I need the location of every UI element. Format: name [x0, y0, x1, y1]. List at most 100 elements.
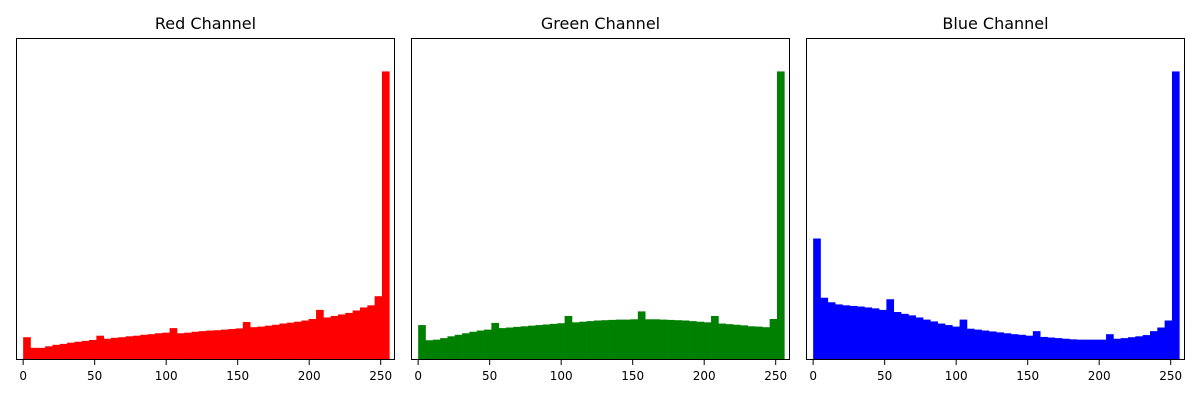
histogram-bar	[352, 310, 361, 360]
histogram-bar	[1098, 339, 1107, 360]
histogram-bar	[1032, 331, 1041, 360]
histogram-bar	[96, 335, 105, 360]
histogram-bar	[608, 319, 617, 360]
histogram-bar	[996, 332, 1004, 360]
histogram-bar	[886, 299, 895, 360]
histogram-bar	[733, 324, 741, 360]
histogram-panel-2: Blue Channel 0 50 100 150 200 250	[806, 14, 1185, 383]
histogram-bar	[1003, 333, 1012, 360]
histogram-bar	[652, 319, 661, 360]
histogram-bar	[30, 347, 39, 360]
histogram-bar	[1113, 338, 1122, 360]
x-tick-label: 200	[693, 369, 716, 383]
x-tick-label: 100	[155, 369, 178, 383]
histogram-bar	[206, 330, 214, 360]
histogram-bar	[140, 334, 148, 360]
histogram-bar	[228, 329, 236, 360]
histogram-bar	[89, 339, 97, 360]
histogram-bar	[308, 318, 317, 360]
x-tick-label: 150	[621, 369, 644, 383]
histogram-bar	[601, 320, 609, 360]
histogram-bar	[1069, 339, 1078, 360]
histogram-bar	[879, 309, 887, 360]
histogram-bar	[491, 322, 500, 360]
histogram-bar	[476, 330, 485, 360]
histogram-bar	[469, 331, 478, 360]
x-tick-label: 250	[764, 369, 787, 383]
histogram-bar	[908, 315, 917, 360]
histogram-bar	[630, 319, 639, 360]
histogram-bar	[944, 325, 953, 360]
histogram-bar	[1076, 339, 1085, 360]
histogram-bar	[272, 324, 280, 360]
histogram-bar	[147, 334, 156, 360]
chart-title: Green Channel	[541, 14, 660, 33]
histogram-bar	[527, 325, 536, 360]
histogram-bar	[681, 320, 690, 360]
histogram-bar	[132, 335, 141, 360]
histogram-bar	[264, 325, 273, 360]
x-tick-label: 250	[1159, 369, 1182, 383]
histogram-bar	[191, 331, 200, 360]
histogram-bar	[974, 329, 982, 360]
histogram-bar	[593, 320, 602, 360]
histogram-bar	[425, 340, 434, 360]
histogram-bar	[59, 343, 68, 360]
histogram-bar	[893, 312, 902, 360]
histogram-bar	[513, 326, 522, 360]
chart-title: Red Channel	[155, 14, 256, 33]
histogram-bar	[454, 334, 463, 360]
histogram-bar	[257, 326, 266, 360]
histogram-bar	[689, 321, 697, 360]
histogram-bar	[535, 325, 543, 360]
histogram-bar	[184, 332, 192, 360]
x-tick-label: 0	[19, 369, 27, 383]
histogram-bar	[520, 326, 529, 360]
histogram-bar	[462, 333, 470, 360]
histogram-bar	[981, 330, 990, 360]
x-tick-label: 100	[550, 369, 573, 383]
histogram-bar	[915, 317, 924, 360]
histogram-bar	[696, 321, 705, 360]
histogram-bar	[235, 328, 244, 360]
histogram-bar	[286, 322, 295, 360]
histogram-bar	[952, 326, 960, 360]
histogram-bar	[762, 327, 770, 360]
histogram-bar	[440, 338, 448, 360]
histogram-bar	[813, 238, 821, 360]
histogram-bar	[74, 341, 83, 360]
histogram-bar	[52, 344, 61, 360]
histogram-bar	[667, 319, 675, 360]
histogram-bar	[367, 305, 375, 360]
histogram-bar	[118, 337, 127, 360]
histogram-bar	[198, 331, 207, 360]
histogram-bar	[1120, 338, 1129, 360]
histogram-bar	[506, 327, 514, 360]
histogram-bar	[103, 338, 112, 360]
histogram-bar	[703, 322, 712, 360]
histogram-bar	[740, 325, 749, 360]
histogram-bar	[1149, 331, 1158, 360]
histogram-bar	[1040, 336, 1048, 360]
histogram-bar	[176, 333, 185, 360]
x-tick-label: 50	[482, 369, 497, 383]
histogram-bar	[23, 337, 31, 360]
histogram-bar	[447, 336, 456, 360]
histogram-bar	[842, 305, 851, 360]
histogram-bar	[1054, 338, 1063, 360]
histogram-bar	[111, 337, 119, 360]
plot-frame	[806, 38, 1185, 360]
histogram-bar	[162, 332, 170, 360]
histogram-bar	[637, 311, 646, 360]
histogram-panel-0: Red Channel 0 50 100 150 200 250	[16, 14, 395, 383]
x-tick-label: 150	[226, 369, 249, 383]
histogram-bar	[374, 296, 383, 360]
histogram-bar	[754, 326, 763, 360]
histogram-bar	[220, 329, 229, 360]
histogram-bar	[586, 321, 595, 360]
histogram-bar	[857, 306, 865, 360]
histogram-bar	[381, 71, 390, 361]
histogram-bar	[1157, 327, 1165, 360]
